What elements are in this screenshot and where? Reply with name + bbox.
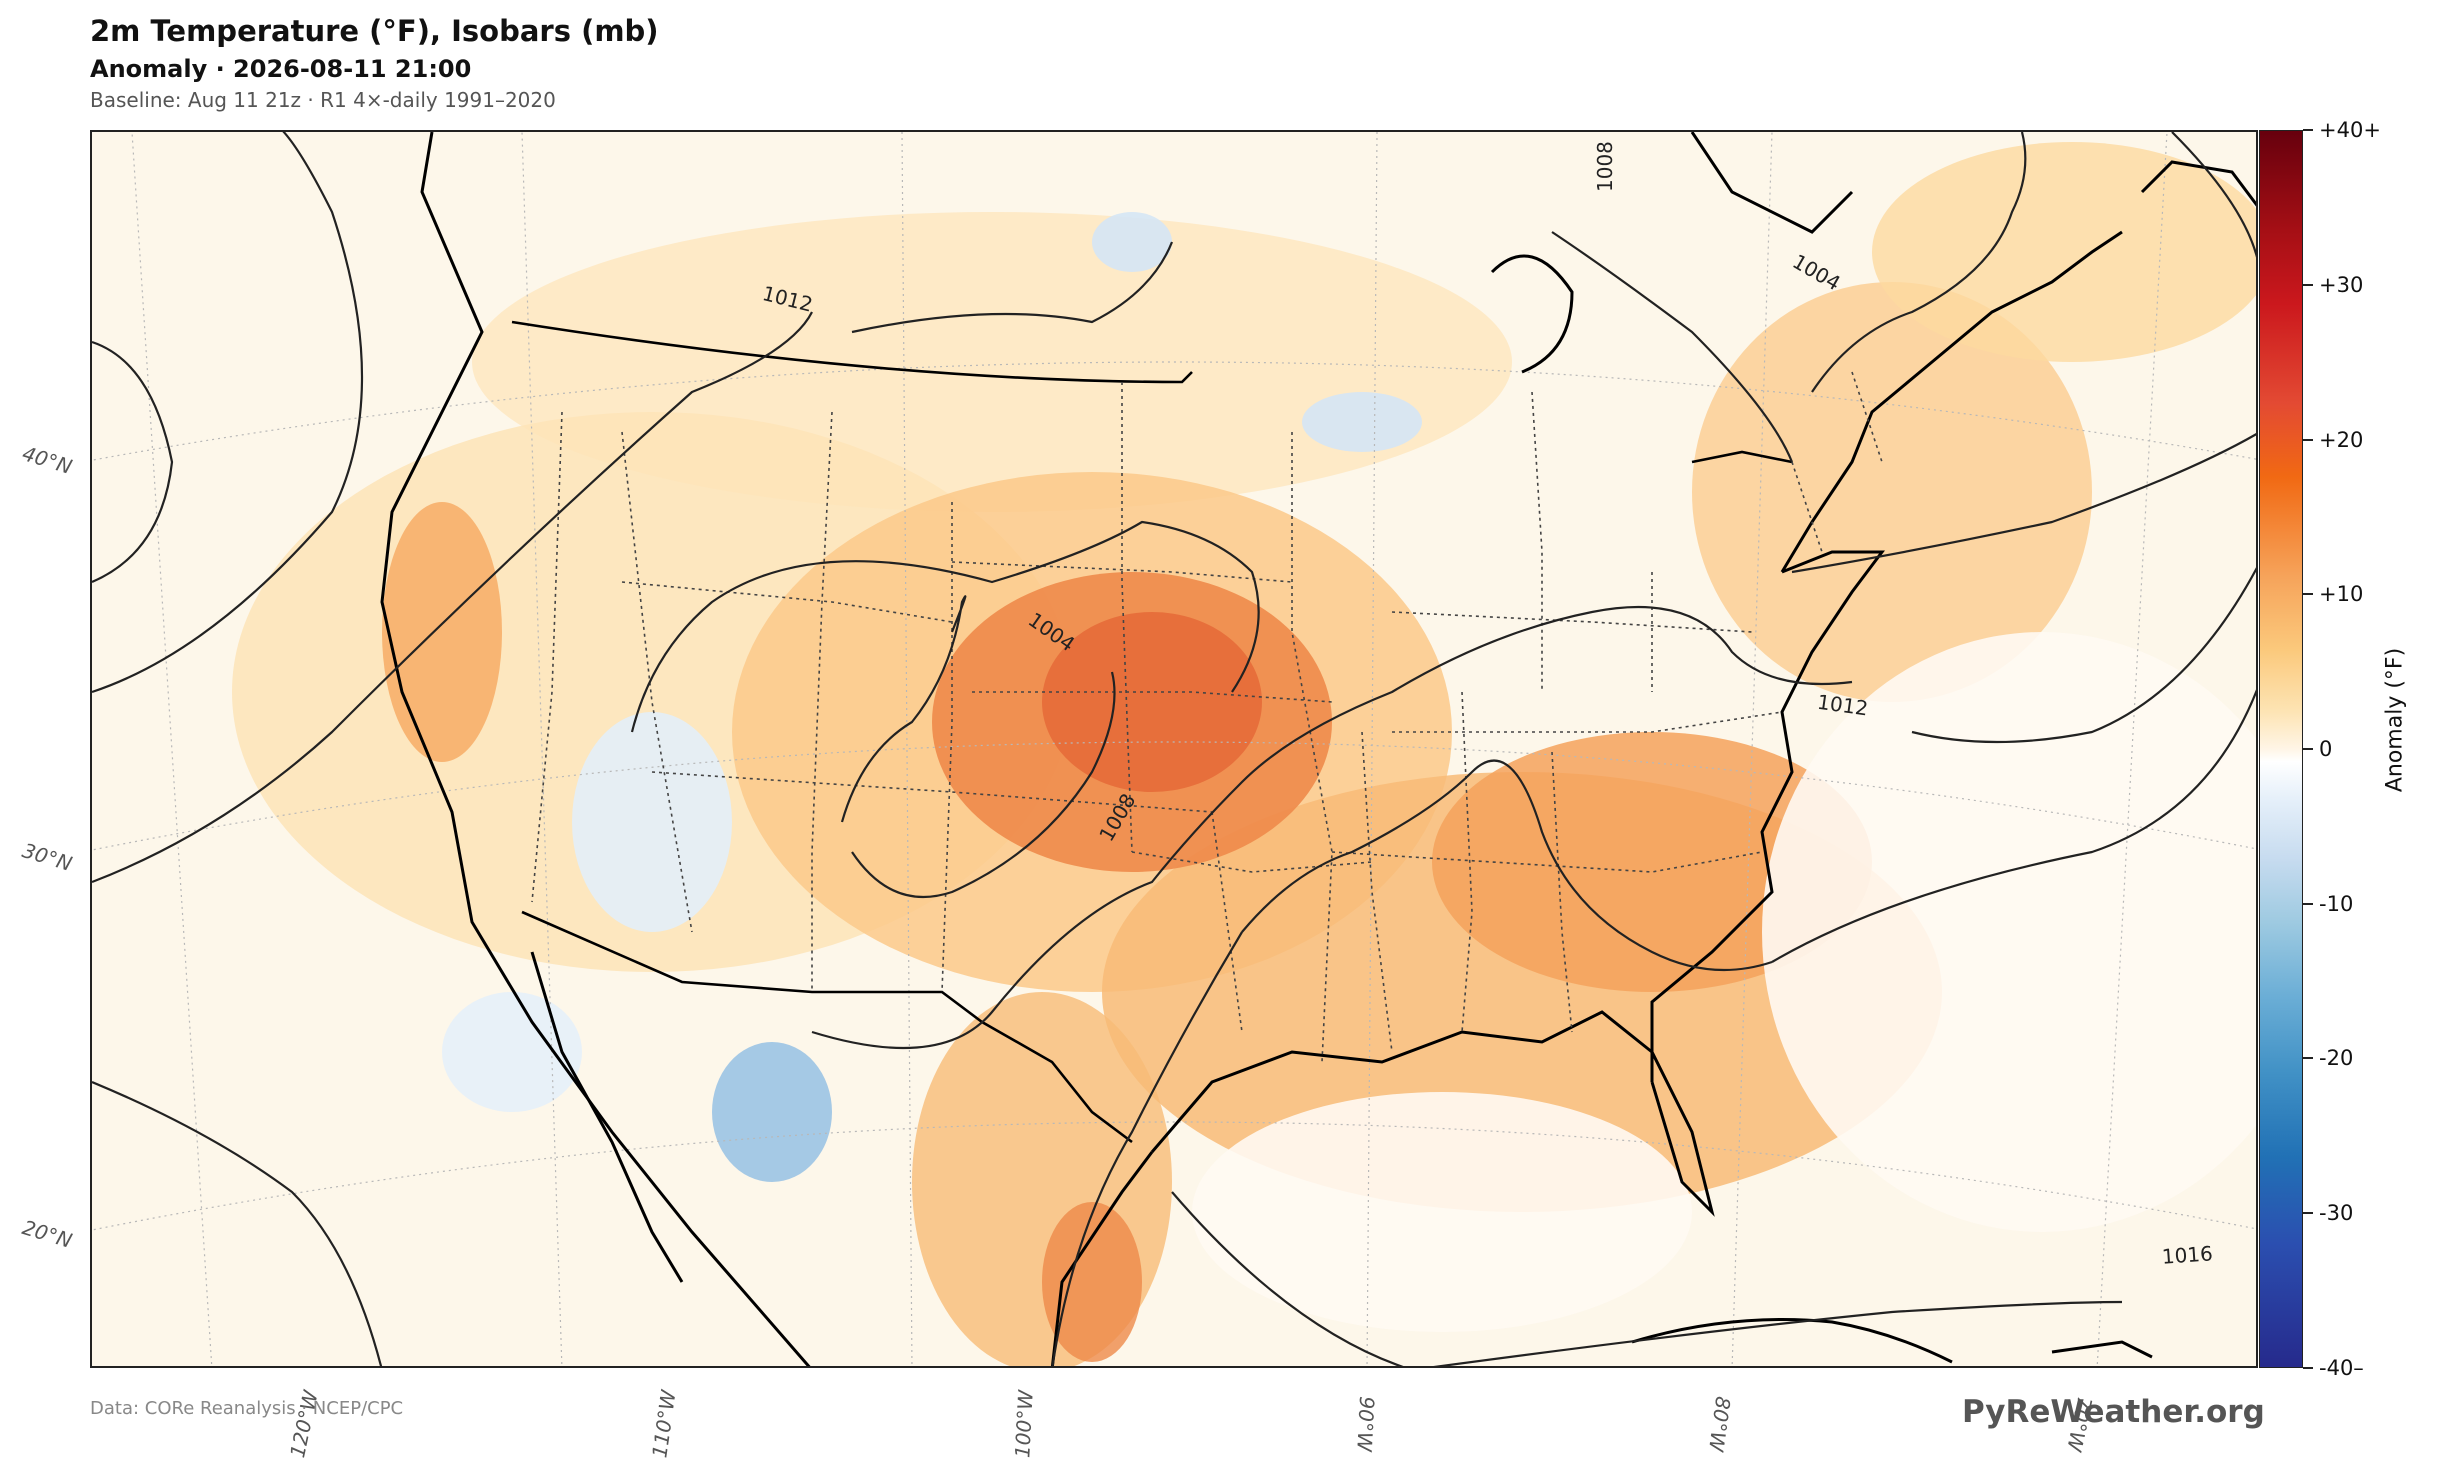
baseline-note: Baseline: Aug 11 21z · R1 4×-daily 1991–…	[90, 88, 556, 112]
isobars	[92, 132, 2256, 1366]
warm-region-mexico	[1042, 1202, 1142, 1362]
colorbar-tick: +10	[2303, 582, 2423, 606]
map-panel: 1012 1008 1004 1004 1008 1012 1016	[90, 130, 2258, 1368]
neutral-gulf	[1192, 1092, 1692, 1332]
data-source: Data: CORe Reanalysis · NCEP/CPC	[90, 1398, 404, 1419]
warm-region-north	[472, 212, 1512, 512]
isobar-label: 1004	[1789, 249, 1845, 295]
warm-core-kansas	[1042, 612, 1262, 792]
warm-region-southeast	[1432, 732, 1872, 992]
cool-region-canada	[1092, 212, 1172, 272]
colorbar-tick: -20	[2303, 1046, 2423, 1070]
colorbar-title: Anomaly (°F)	[2382, 647, 2408, 793]
cool-region-sierra	[712, 1042, 832, 1182]
coastlines	[380, 132, 2256, 1366]
colorbar-tick: -30	[2303, 1201, 2423, 1225]
chart-title: 2m Temperature (°F), Isobars (mb)	[90, 14, 659, 48]
chart-subtitle: Anomaly · 2026-08-11 21:00	[90, 55, 472, 83]
cool-region-lakes	[1302, 392, 1422, 452]
longitude-label: 80°W	[1703, 1394, 1736, 1454]
colorbar	[2259, 130, 2303, 1368]
latitude-label: 30°N	[19, 838, 75, 876]
isobar-label: 1008	[1593, 141, 1617, 192]
colorbar-tick: +40+	[2303, 118, 2423, 142]
national-borders	[511, 320, 1793, 1144]
longitude-label: 110°W	[647, 1388, 681, 1460]
longitude-label: 90°W	[1352, 1395, 1380, 1453]
state-borders	[531, 371, 1883, 1063]
colorbar-tick: 0	[2303, 737, 2423, 761]
isobar-label: 1016	[2161, 1241, 2213, 1268]
colorbar-tick: -40–	[2303, 1356, 2423, 1380]
colorbar-ticks: +40+ +30 +20 +10 0 -10 -20 -30 -40–	[2303, 118, 2423, 1380]
warm-region-canada	[1872, 142, 2256, 362]
colorbar-tick: +20	[2303, 428, 2423, 452]
cool-region-rockies	[572, 712, 732, 932]
cool-region-baja	[442, 992, 582, 1112]
neutral-atlantic	[1762, 632, 2256, 1232]
colorbar-tick: +30	[2303, 273, 2423, 297]
longitude-label: 100°W	[1010, 1389, 1038, 1459]
warm-region-northeast	[1692, 282, 2092, 702]
anomaly-map: 1012 1008 1004 1004 1008 1012 1016	[92, 132, 2256, 1366]
colorbar-tick: -10	[2303, 892, 2423, 916]
brand-watermark: PyReWeather.org	[1962, 1394, 2265, 1430]
latitude-label: 20°N	[19, 1215, 75, 1253]
warm-region-california	[382, 502, 502, 762]
graticule	[92, 132, 2256, 1366]
anomaly-shading	[232, 142, 2256, 1366]
latitude-label: 40°N	[19, 441, 75, 479]
